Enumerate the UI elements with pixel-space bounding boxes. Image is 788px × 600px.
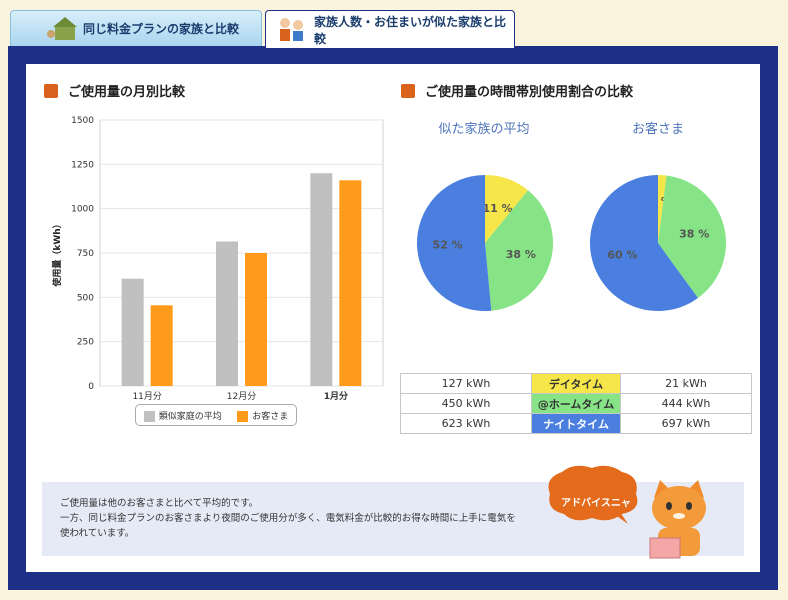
x-tick-label: 12月分: [227, 391, 256, 402]
pie-chart-customer: 2 %38 %60 %: [590, 175, 726, 311]
tab-same-plan[interactable]: 同じ料金プランの家族と比較: [10, 10, 262, 46]
legend-swatch-similar: [143, 410, 155, 422]
tab-similar-family[interactable]: 家族人数・お住まいが似た家族と比較: [265, 10, 515, 48]
usage-table: 127 kWh デイタイム 21 kWh 450 kWh @ホームタイム 444…: [400, 373, 752, 434]
table-row: 127 kWh デイタイム 21 kWh: [400, 373, 752, 394]
customer-usage-cell: 697 kWh: [620, 413, 752, 434]
x-tick-label: 1月分: [324, 390, 348, 402]
legend-swatch-customer: [237, 410, 249, 422]
y-axis-label: 使用量（kWh）: [51, 219, 63, 287]
customer-usage-cell: 21 kWh: [620, 373, 752, 394]
bar-customer: [245, 253, 267, 386]
family-icon: [280, 18, 303, 41]
bar-similar: [216, 241, 238, 386]
bar-similar: [310, 173, 333, 386]
band-cell-night: ナイトタイム: [531, 413, 621, 434]
note-line: 一方、同じ料金プランのお客さまより夜間のご使用分が多く、電気料金が比較的お得な時…: [60, 513, 516, 524]
note-line: 使われています。: [60, 528, 135, 539]
y-tick-label: 750: [77, 249, 94, 259]
pie-value-label: 11 %: [482, 202, 512, 215]
y-tick-label: 250: [77, 338, 94, 348]
pie-slice: [485, 175, 528, 243]
legend-item-customer: お客さま: [237, 409, 288, 422]
pie-slice: [658, 175, 667, 243]
pie-value-label: 52 %: [433, 239, 463, 252]
bar-chart-legend: 類似家庭の平均 お客さま: [135, 404, 297, 426]
section-marker-icon: [401, 83, 415, 98]
bar-similar: [121, 278, 144, 386]
similar-usage-cell: 450 kWh: [400, 393, 532, 414]
legend-label-similar: 類似家庭の平均: [158, 411, 222, 422]
house-icon: [47, 17, 77, 40]
bar-customer: [150, 305, 173, 386]
section-marker-icon: [44, 83, 58, 98]
y-tick-label: 0: [88, 382, 94, 392]
bar-customer: [339, 180, 362, 386]
note-line: ご使用量は他のお客さまと比べて平均的です。: [60, 498, 259, 509]
table-row: 623 kWh ナイトタイム 697 kWh: [400, 413, 752, 434]
pie-title-customer: お客さま: [631, 122, 684, 137]
cat-advisor-icon: [649, 480, 706, 559]
tab-similar-family-label: 家族人数・お住まいが似た家族と比較: [314, 14, 507, 46]
pie-slice: [590, 175, 698, 311]
pie-slice: [658, 175, 726, 299]
pie-title-similar: 似た家族の平均: [438, 122, 530, 137]
pie-chart-similar: 11 % 38 % 52 %: [417, 175, 553, 311]
y-tick-label: 1000: [71, 205, 94, 215]
table-row: 450 kWh @ホームタイム 444 kWh: [400, 393, 752, 414]
similar-usage-cell: 623 kWh: [400, 413, 532, 434]
legend-label-customer: お客さま: [252, 411, 289, 422]
pie-value-label: 60 %: [607, 249, 637, 262]
legend-item-similar: 類似家庭の平均: [143, 409, 222, 422]
speech-bubble-icon: [548, 465, 638, 524]
y-tick-label: 1500: [71, 116, 94, 126]
x-tick-label: 11月分: [132, 391, 161, 402]
band-cell-day: デイタイム: [531, 373, 621, 394]
pie-slice: [485, 190, 553, 311]
similar-usage-cell: 127 kWh: [400, 373, 532, 394]
monthly-title-text: ご使用量の月別比較: [68, 85, 186, 100]
pie-slice: [417, 175, 492, 311]
band-cell-home: @ホームタイム: [531, 393, 621, 414]
y-tick-label: 1250: [71, 160, 94, 170]
monthly-bar-chart: 0 250 500 750 1000 1250 1500 使用量（kWh） 11月分 12月分 1月…: [51, 116, 384, 402]
timeband-section-title: ご使用量の時間帯別使用割合の比較: [401, 81, 633, 100]
customer-usage-cell: 444 kWh: [620, 393, 752, 414]
monthly-section-title: ご使用量の月別比較: [44, 81, 185, 100]
advisor-bubble-text: アドバイスニャ: [561, 498, 631, 509]
y-tick-label: 500: [77, 293, 94, 303]
tab-same-plan-label: 同じ料金プランの家族と比較: [83, 22, 240, 36]
timeband-title-text: ご使用量の時間帯別使用割合の比較: [425, 85, 634, 100]
pie-value-label: 38 %: [506, 248, 536, 261]
pie-value-label: 38 %: [679, 228, 709, 241]
